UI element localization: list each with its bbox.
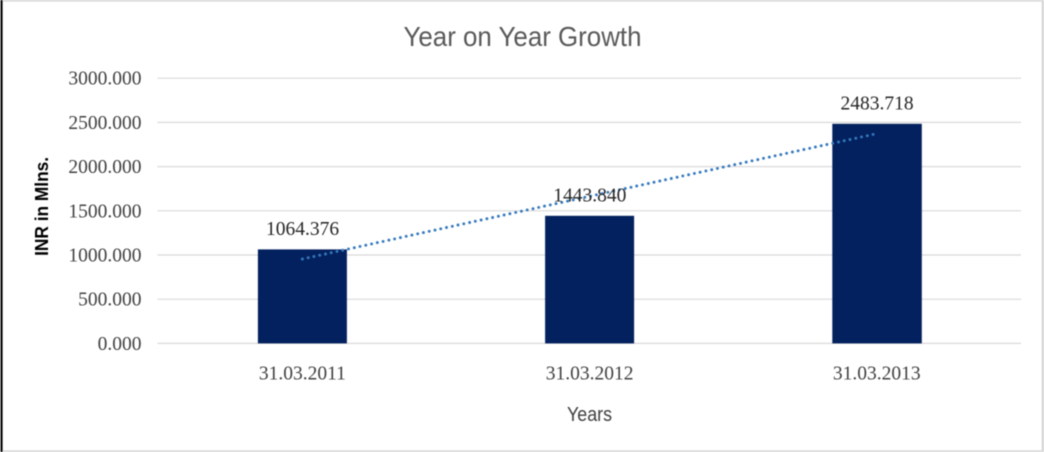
svg-text:31.03.2013: 31.03.2013 [833,364,921,385]
svg-text:2500.000: 2500.000 [68,113,141,134]
svg-text:31.03.2011: 31.03.2011 [259,364,346,385]
svg-text:INR in Mlns.: INR in Mlns. [31,157,52,256]
svg-text:Year on Year Growth: Year on Year Growth [404,21,642,52]
svg-text:1443.840: 1443.840 [553,186,626,207]
svg-text:1500.000: 1500.000 [68,201,141,222]
svg-text:500.000: 500.000 [78,290,141,311]
svg-text:1064.376: 1064.376 [266,219,339,240]
svg-text:Years: Years [567,404,612,426]
svg-text:0.000: 0.000 [98,334,142,355]
svg-text:2483.718: 2483.718 [840,94,913,115]
svg-text:31.03.2012: 31.03.2012 [546,364,634,385]
svg-text:3000.000: 3000.000 [68,69,141,90]
svg-text:2000.000: 2000.000 [68,157,141,178]
svg-text:1000.000: 1000.000 [68,246,141,267]
